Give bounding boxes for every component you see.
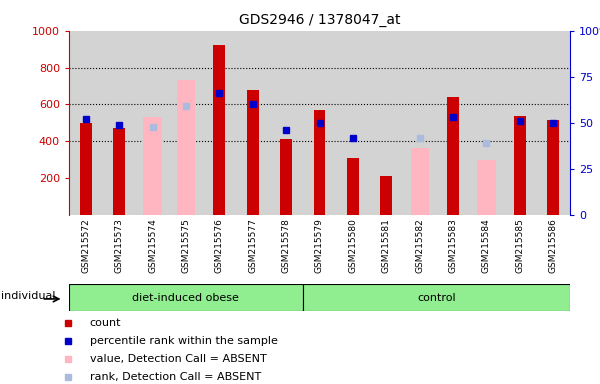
Text: GSM215577: GSM215577 (248, 218, 257, 273)
Text: GSM215572: GSM215572 (81, 218, 90, 273)
Text: GSM215583: GSM215583 (449, 218, 458, 273)
Bar (247, 90, 259, 215)
Bar (447, 97, 459, 215)
Title: GDS2946 / 1378047_at: GDS2946 / 1378047_at (239, 13, 400, 27)
Text: GSM215585: GSM215585 (515, 218, 524, 273)
Bar (410, 148, 429, 215)
Bar (380, 176, 392, 215)
Text: GSM215582: GSM215582 (415, 218, 424, 273)
Bar (303, 284, 570, 311)
Text: diet-induced obese: diet-induced obese (133, 293, 239, 303)
Text: GSM215580: GSM215580 (349, 218, 358, 273)
Text: GSM215576: GSM215576 (215, 218, 224, 273)
Text: rank, Detection Call = ABSENT: rank, Detection Call = ABSENT (89, 372, 261, 382)
Text: GSM215579: GSM215579 (315, 218, 324, 273)
Text: GSM215584: GSM215584 (482, 218, 491, 273)
Text: individual: individual (1, 291, 56, 301)
Text: GSM215574: GSM215574 (148, 218, 157, 273)
Text: GSM215581: GSM215581 (382, 218, 391, 273)
Text: percentile rank within the sample: percentile rank within the sample (89, 336, 277, 346)
Bar (69, 284, 303, 311)
Bar (280, 139, 292, 215)
Bar (478, 160, 496, 215)
Bar (347, 158, 359, 215)
Bar (80, 123, 92, 215)
Text: GSM215575: GSM215575 (181, 218, 190, 273)
Bar (547, 120, 559, 215)
Bar (314, 110, 325, 215)
Text: GSM215578: GSM215578 (281, 218, 290, 273)
Bar (143, 118, 161, 215)
Text: value, Detection Call = ABSENT: value, Detection Call = ABSENT (89, 354, 266, 364)
Bar (177, 81, 195, 215)
Bar (214, 45, 225, 215)
Text: GSM215573: GSM215573 (115, 218, 124, 273)
Bar (113, 128, 125, 215)
Bar (514, 116, 526, 215)
Text: GSM215586: GSM215586 (549, 218, 558, 273)
Text: control: control (417, 293, 456, 303)
Text: count: count (89, 318, 121, 328)
